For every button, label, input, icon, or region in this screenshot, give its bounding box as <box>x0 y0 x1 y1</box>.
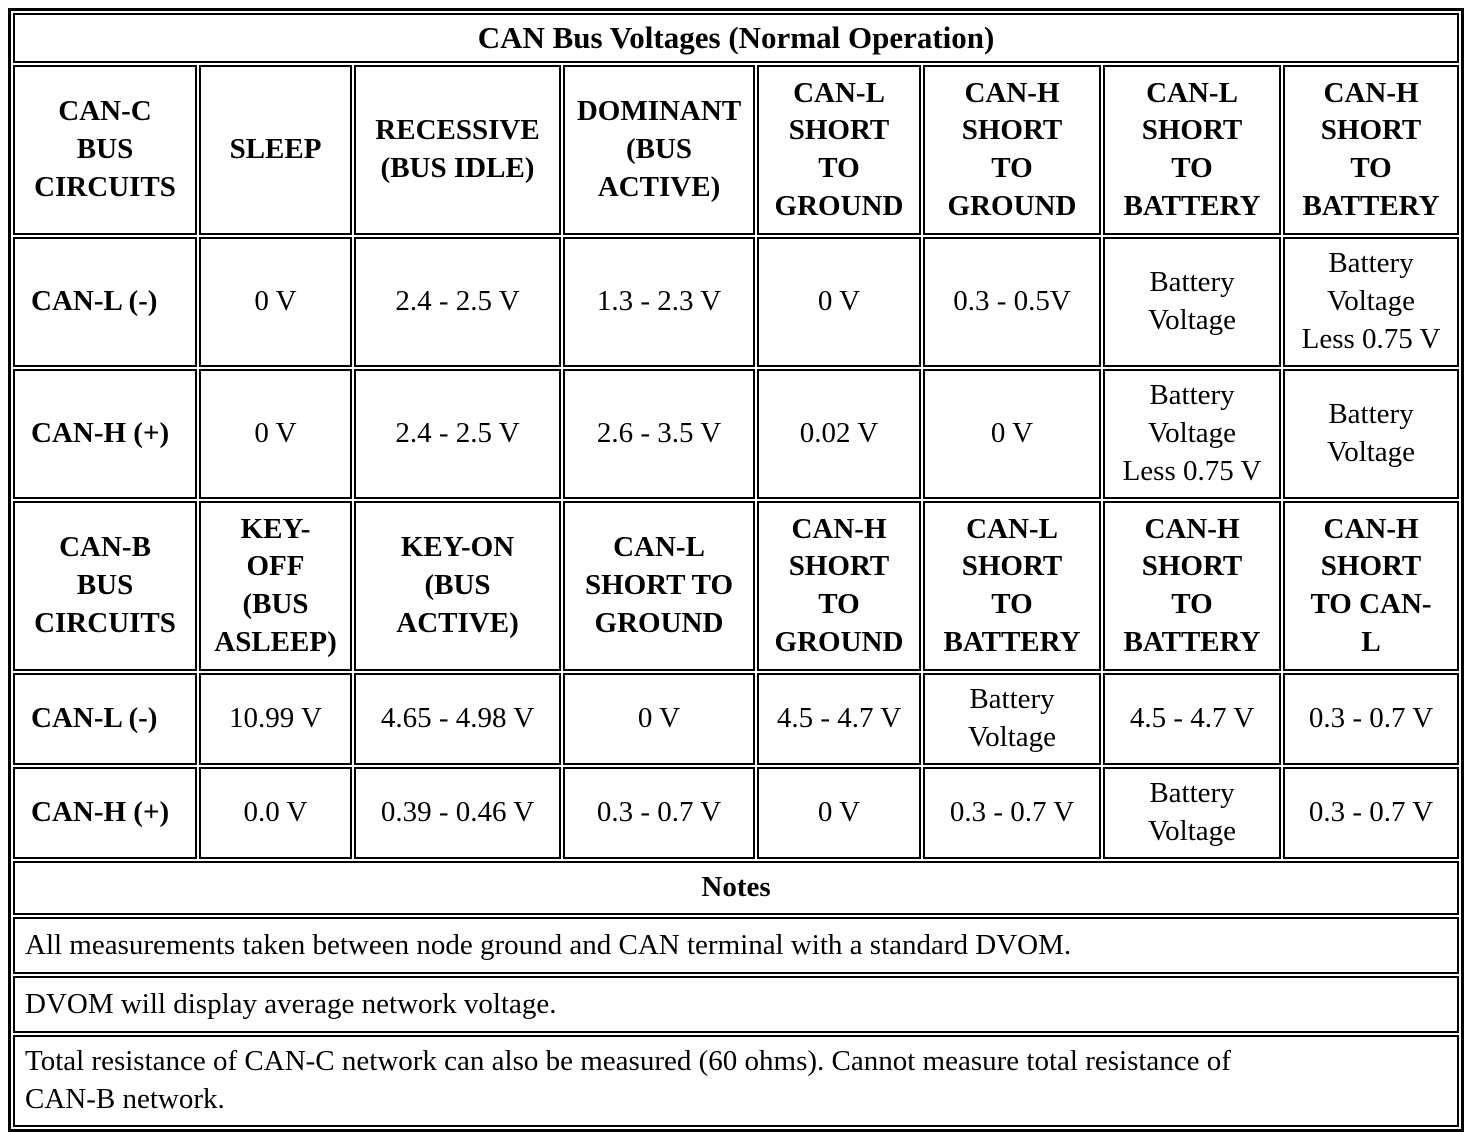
value-cell: Battery Voltage <box>1103 237 1281 367</box>
value-cell: 0.3 - 0.7 V <box>563 767 755 859</box>
note-item-3: Total resistance of CAN-C network can al… <box>13 1035 1460 1127</box>
row-label: CAN-H (+) <box>13 767 197 859</box>
title-row: CAN Bus Voltages (Normal Operation) <box>13 13 1460 63</box>
value-cell: 10.99 V <box>199 673 352 765</box>
header-cell-canh-short-battery-b: CAN-H SHORT TO BATTERY <box>1103 501 1281 671</box>
value-cell: 2.4 - 2.5 V <box>354 237 561 367</box>
header-cell-key-on: KEY-ON (BUS ACTIVE) <box>354 501 561 671</box>
row-label: CAN-L (-) <box>13 673 197 765</box>
value-cell: Battery Voltage <box>923 673 1101 765</box>
header-cell-canl-short-ground: CAN-L SHORT TO GROUND <box>757 65 921 235</box>
value-cell: 4.5 - 4.7 V <box>1103 673 1281 765</box>
value-cell: 0 V <box>923 369 1101 499</box>
can-c-header-row: CAN-C BUS CIRCUITS SLEEP RECESSIVE (BUS … <box>13 65 1460 235</box>
note-row-1: All measurements taken between node grou… <box>13 917 1460 974</box>
notes-heading-row: Notes <box>13 861 1460 915</box>
value-cell: 0.39 - 0.46 V <box>354 767 561 859</box>
value-cell: Battery Voltage Less 0.75 V <box>1103 369 1281 499</box>
value-cell: 0.3 - 0.7 V <box>1283 673 1460 765</box>
can-b-header-row: CAN-B BUS CIRCUITS KEY- OFF (BUS ASLEEP)… <box>13 501 1460 671</box>
header-cell-canh-short-ground-b: CAN-H SHORT TO GROUND <box>757 501 921 671</box>
note-item-1: All measurements taken between node grou… <box>13 917 1460 974</box>
value-cell: 1.3 - 2.3 V <box>563 237 755 367</box>
note-item-2: DVOM will display average network voltag… <box>13 976 1460 1033</box>
header-cell-canh-short-canl: CAN-H SHORT TO CAN- L <box>1283 501 1460 671</box>
header-cell-canl-short-ground-b: CAN-L SHORT TO GROUND <box>563 501 755 671</box>
can-b-canl-row: CAN-L (-) 10.99 V 4.65 - 4.98 V 0 V 4.5 … <box>13 673 1460 765</box>
value-cell: 0.02 V <box>757 369 921 499</box>
can-c-canh-row: CAN-H (+) 0 V 2.4 - 2.5 V 2.6 - 3.5 V 0.… <box>13 369 1460 499</box>
value-cell: 0.0 V <box>199 767 352 859</box>
header-cell-key-off: KEY- OFF (BUS ASLEEP) <box>199 501 352 671</box>
value-cell: Battery Voltage <box>1103 767 1281 859</box>
row-label: CAN-H (+) <box>13 369 197 499</box>
value-cell: 4.65 - 4.98 V <box>354 673 561 765</box>
value-cell: 2.4 - 2.5 V <box>354 369 561 499</box>
value-cell: 0 V <box>563 673 755 765</box>
row-label: CAN-L (-) <box>13 237 197 367</box>
table-title: CAN Bus Voltages (Normal Operation) <box>13 13 1460 63</box>
can-b-canh-row: CAN-H (+) 0.0 V 0.39 - 0.46 V 0.3 - 0.7 … <box>13 767 1460 859</box>
value-cell: 0.3 - 0.7 V <box>923 767 1101 859</box>
value-cell: 0 V <box>757 767 921 859</box>
note-row-3: Total resistance of CAN-C network can al… <box>13 1035 1460 1127</box>
notes-heading: Notes <box>13 861 1460 915</box>
value-cell: 0.3 - 0.5V <box>923 237 1101 367</box>
value-cell: 2.6 - 3.5 V <box>563 369 755 499</box>
header-cell-sleep: SLEEP <box>199 65 352 235</box>
header-cell-recessive: RECESSIVE (BUS IDLE) <box>354 65 561 235</box>
value-cell: Battery Voltage <box>1283 369 1460 499</box>
header-cell-canl-short-battery-b: CAN-L SHORT TO BATTERY <box>923 501 1101 671</box>
value-cell: 4.5 - 4.7 V <box>757 673 921 765</box>
value-cell: Battery Voltage Less 0.75 V <box>1283 237 1460 367</box>
value-cell: 0.3 - 0.7 V <box>1283 767 1460 859</box>
header-cell-dominant: DOMINANT (BUS ACTIVE) <box>563 65 755 235</box>
header-cell-can-b-circuits: CAN-B BUS CIRCUITS <box>13 501 197 671</box>
header-cell-canl-short-battery: CAN-L SHORT TO BATTERY <box>1103 65 1281 235</box>
can-c-canl-row: CAN-L (-) 0 V 2.4 - 2.5 V 1.3 - 2.3 V 0 … <box>13 237 1460 367</box>
header-cell-canh-short-ground: CAN-H SHORT TO GROUND <box>923 65 1101 235</box>
value-cell: 0 V <box>199 369 352 499</box>
note-row-2: DVOM will display average network voltag… <box>13 976 1460 1033</box>
header-cell-canh-short-battery: CAN-H SHORT TO BATTERY <box>1283 65 1460 235</box>
can-bus-voltages-table: CAN Bus Voltages (Normal Operation) CAN-… <box>8 8 1465 1132</box>
value-cell: 0 V <box>199 237 352 367</box>
value-cell: 0 V <box>757 237 921 367</box>
header-cell-can-c-circuits: CAN-C BUS CIRCUITS <box>13 65 197 235</box>
